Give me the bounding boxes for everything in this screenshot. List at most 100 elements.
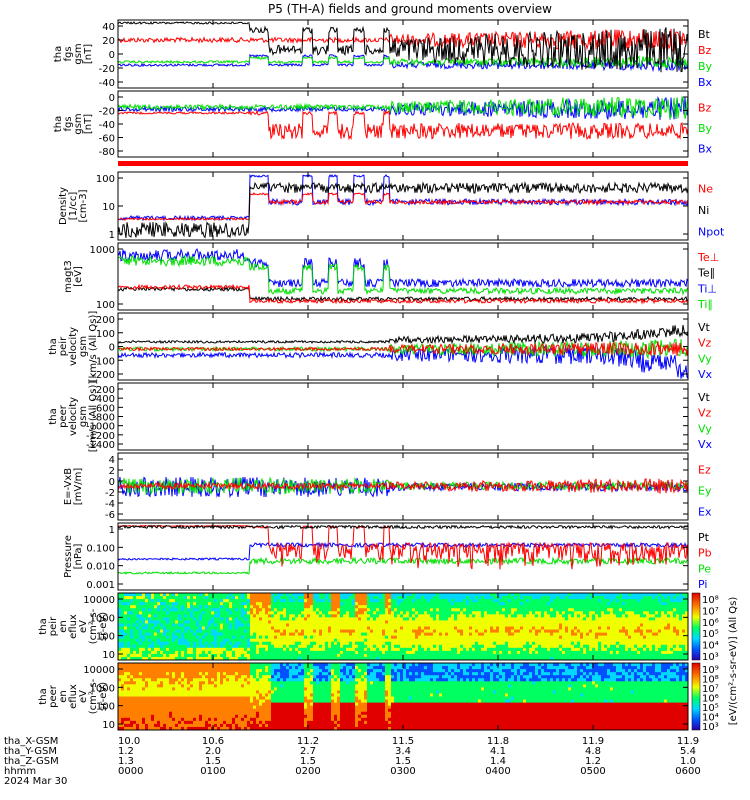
y-axis-label: magt3[eV] (63, 260, 84, 293)
colorbar-tick-label: 10⁴ (702, 641, 719, 652)
legend-entry: Pe (698, 562, 711, 575)
colorbar-tick-label: 10⁸ (702, 595, 719, 606)
legend-entry: Ti⊥ (697, 282, 717, 295)
x-tick-label: 11.2 (297, 736, 319, 747)
legend-entry: Pi (698, 578, 707, 591)
panel-2: 0 -20 -40 -60 -80 thafgsgsm[nT] Bz By Bx (53, 90, 713, 158)
x-axis-row-label: hhmm (4, 766, 36, 777)
colorbar-tick-label: 10⁶ (702, 618, 719, 629)
series-te-perp (118, 283, 688, 305)
y-tick-label: 0.100 (86, 543, 115, 554)
x-tick-label: 5.4 (680, 746, 696, 757)
y-tick-label: 0 (109, 477, 115, 488)
series-bx (118, 53, 688, 73)
x-tick-label: 4.1 (490, 746, 506, 757)
y-tick-label: 10 (102, 202, 115, 213)
legend-entry: Ne (698, 183, 713, 196)
y-tick-label: -40 (99, 78, 115, 89)
series-vz (118, 340, 688, 357)
panel-4: 1000 100 magt3[eV] Te⊥ Te∥ Ti⊥ Ti∥ (63, 242, 719, 311)
y-axis-label: thapeervelocitygsm[km/s (All Qs)] (48, 381, 99, 453)
y-tick-label: 1000 (90, 245, 115, 256)
y-tick-label: -60 (99, 134, 115, 145)
y-tick-label: 1000 (90, 613, 115, 624)
y-tick-label: 10000 (83, 595, 115, 606)
separator-bar (118, 161, 688, 166)
series-pe (118, 556, 688, 575)
legend-entry: Vx (698, 368, 713, 381)
y-axis-label: E=-VxB[mV/m] (63, 468, 84, 506)
colorbar-label: [eV/(cm²-s-sr-eV)] (All Qs) (728, 597, 739, 726)
x-tick-label: 10.0 (118, 736, 140, 747)
legend-entry: Ey (698, 485, 712, 498)
legend-entry: Te⊥ (697, 251, 719, 264)
x-tick-label: 11.5 (392, 736, 414, 747)
y-axis-label: Density[1/cc][cm-3] (58, 187, 89, 225)
y-axis-label: thapeirenefluxeV(cm²-s-sr-eV) (38, 608, 109, 644)
y-axis-label: Pressure[nPa] (63, 535, 84, 578)
y-tick-label: 40 (102, 22, 115, 33)
legend-entry: Vz (698, 337, 712, 350)
series-bz (118, 109, 688, 141)
series-ne (118, 192, 688, 221)
legend-entry: Bz (698, 101, 712, 114)
x-tick-label: 1.5 (300, 756, 316, 767)
colorbar-tick-label: 10³ (702, 652, 719, 663)
series-by (118, 55, 688, 69)
legend-entry: Bt (698, 28, 711, 41)
colorbar-tick-label: 10⁵ (702, 629, 719, 640)
y-tick-label: -40 (99, 120, 115, 131)
x-axis-row-label: tha_Y-GSM (4, 746, 57, 757)
y-tick-label: 200 (96, 315, 115, 326)
legend-entry: Ez (698, 464, 711, 477)
y-tick-label: 1000 (90, 683, 115, 694)
x-tick-label: 11.8 (487, 736, 509, 747)
x-tick-label: 0400 (485, 766, 510, 777)
x-tick-label: 2.7 (300, 746, 316, 757)
legend-entry: Bx (698, 143, 713, 156)
x-tick-label: 1.0 (680, 756, 696, 767)
x-tick-label: 11.9 (582, 736, 604, 747)
x-tick-label: 4.8 (585, 746, 601, 757)
y-tick-label: 1 (109, 230, 115, 241)
colorbar-tick-label: 10⁷ (702, 606, 719, 617)
panel-6: -200-400-600-800-1000-1200-1400thapeerve… (48, 381, 713, 453)
legend-entry: Bz (698, 44, 712, 57)
series-te-par (118, 285, 688, 303)
y-tick-label: 0.001 (86, 580, 115, 591)
legend-entry: By (698, 60, 713, 73)
legend-entry: Ni (698, 204, 709, 217)
panel-10: 10000 1000 100 10 thapeerenefluxeV(cm²-s-sr-… (38, 662, 719, 733)
y-tick-label: 20 (102, 36, 115, 47)
x-axis-row-label: tha_X-GSM (4, 736, 58, 747)
x-tick-label: 1.2 (118, 746, 134, 757)
colorbar-tick-label: 10⁸ (702, 675, 719, 686)
y-tick-label: -600 (92, 403, 115, 414)
series-ez (118, 478, 688, 494)
legend-entry: Vy (698, 422, 712, 435)
series-vy (118, 338, 688, 360)
y-tick-label: 10 (102, 650, 115, 661)
legend-entry: Vz (698, 407, 712, 420)
series-ni (118, 181, 688, 239)
x-axis-row-label: 2024 Mar 30 (4, 776, 67, 787)
y-tick-label: -200 (92, 370, 115, 381)
chart-title: P5 (TH-A) fields and ground moments over… (268, 2, 552, 16)
y-tick-label: -1400 (86, 440, 115, 451)
series-vt (118, 325, 688, 345)
y-tick-label: 4 (109, 455, 115, 466)
panel-1: 40 20 0 -20 -40 thafgsgsm[nT] Bt Bz By Bx (53, 19, 713, 89)
y-tick-label: -800 (92, 413, 115, 424)
colorbar-tick-label: 10⁷ (702, 684, 719, 695)
y-tick-label: -4 (105, 499, 115, 510)
colorbar-tick-label: 10⁹ (702, 665, 719, 676)
x-tick-label: 2.0 (205, 746, 221, 757)
x-tick-label: 0000 (118, 766, 143, 777)
series-ti-perp (118, 247, 688, 289)
colorbar-tick-label: 10⁶ (702, 694, 719, 705)
colorbar-tick-label: 10⁵ (702, 703, 719, 714)
